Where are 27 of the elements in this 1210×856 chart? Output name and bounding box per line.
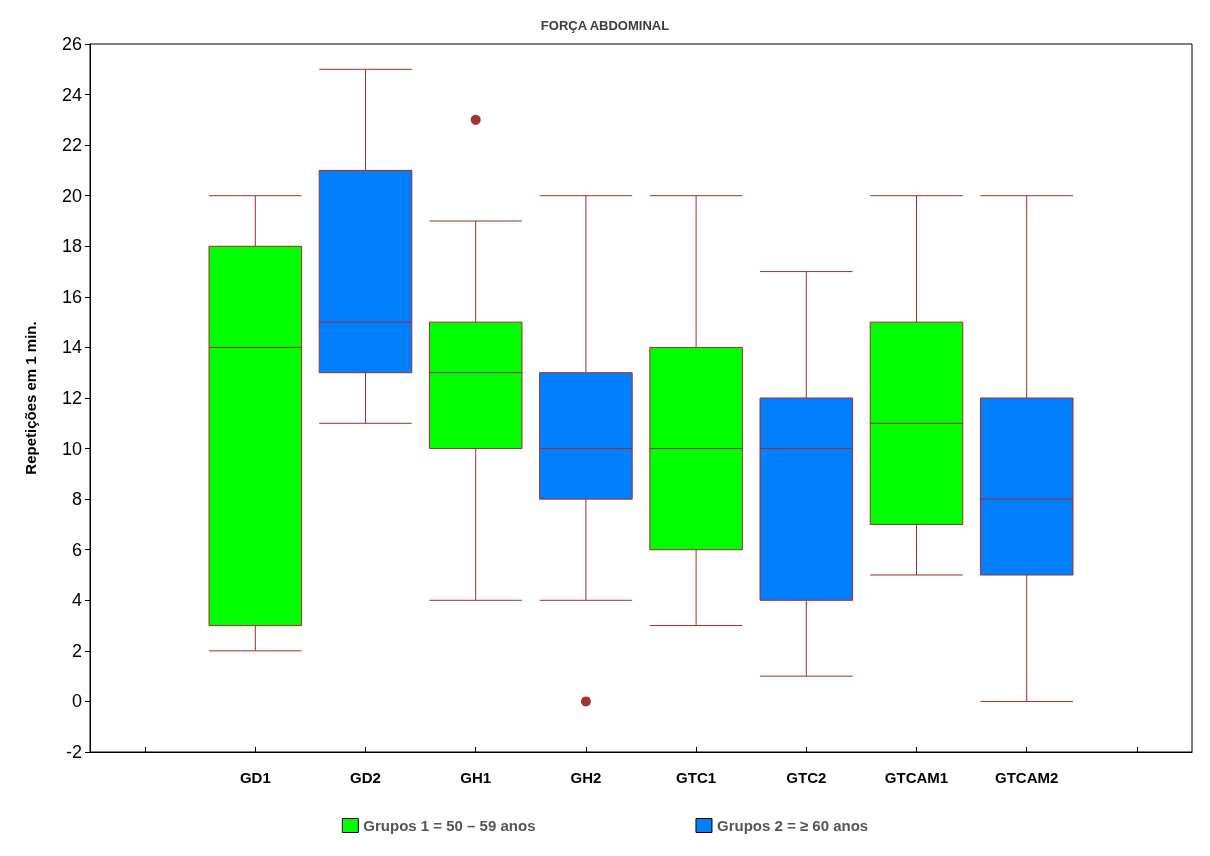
y-tick-label: 16	[61, 286, 82, 307]
legend-label: Grupos 1 = 50 – 59 anos	[363, 817, 536, 834]
x-tick-label: GH1	[460, 769, 492, 786]
x-tick-label: GD1	[239, 769, 271, 786]
y-tick-label: 22	[61, 135, 82, 156]
y-tick-label: 0	[71, 691, 82, 712]
legend-label: Grupos 2 = ≥ 60 anos	[716, 817, 869, 834]
chart-title: FORÇA ABDOMINAL	[540, 18, 670, 33]
y-tick-label: 18	[61, 236, 82, 257]
y-tick-label: 8	[71, 489, 82, 510]
y-tick-label: 20	[61, 185, 82, 206]
y-tick-label: 26	[61, 34, 82, 54]
x-tick-label: GD2	[350, 769, 381, 786]
y-tick-label: 24	[61, 84, 82, 105]
y-tick-label: 2	[71, 640, 82, 661]
x-tick-label: GTCAM2	[995, 769, 1059, 786]
y-tick-label: -2	[65, 742, 82, 762]
y-tick-label: 6	[71, 539, 82, 560]
x-tick-label: GTC2	[786, 769, 827, 786]
x-tick-label: GTC1	[676, 769, 717, 786]
x-tick-label: GH2	[570, 769, 602, 786]
y-tick-label: 12	[61, 388, 82, 408]
y-tick-label: 4	[71, 590, 82, 611]
x-tick-label: GTCAM1	[884, 769, 949, 786]
y-axis-title: Repetições em 1 min.	[22, 321, 39, 475]
y-tick-label: 10	[61, 438, 82, 459]
y-tick-label: 14	[61, 337, 82, 358]
